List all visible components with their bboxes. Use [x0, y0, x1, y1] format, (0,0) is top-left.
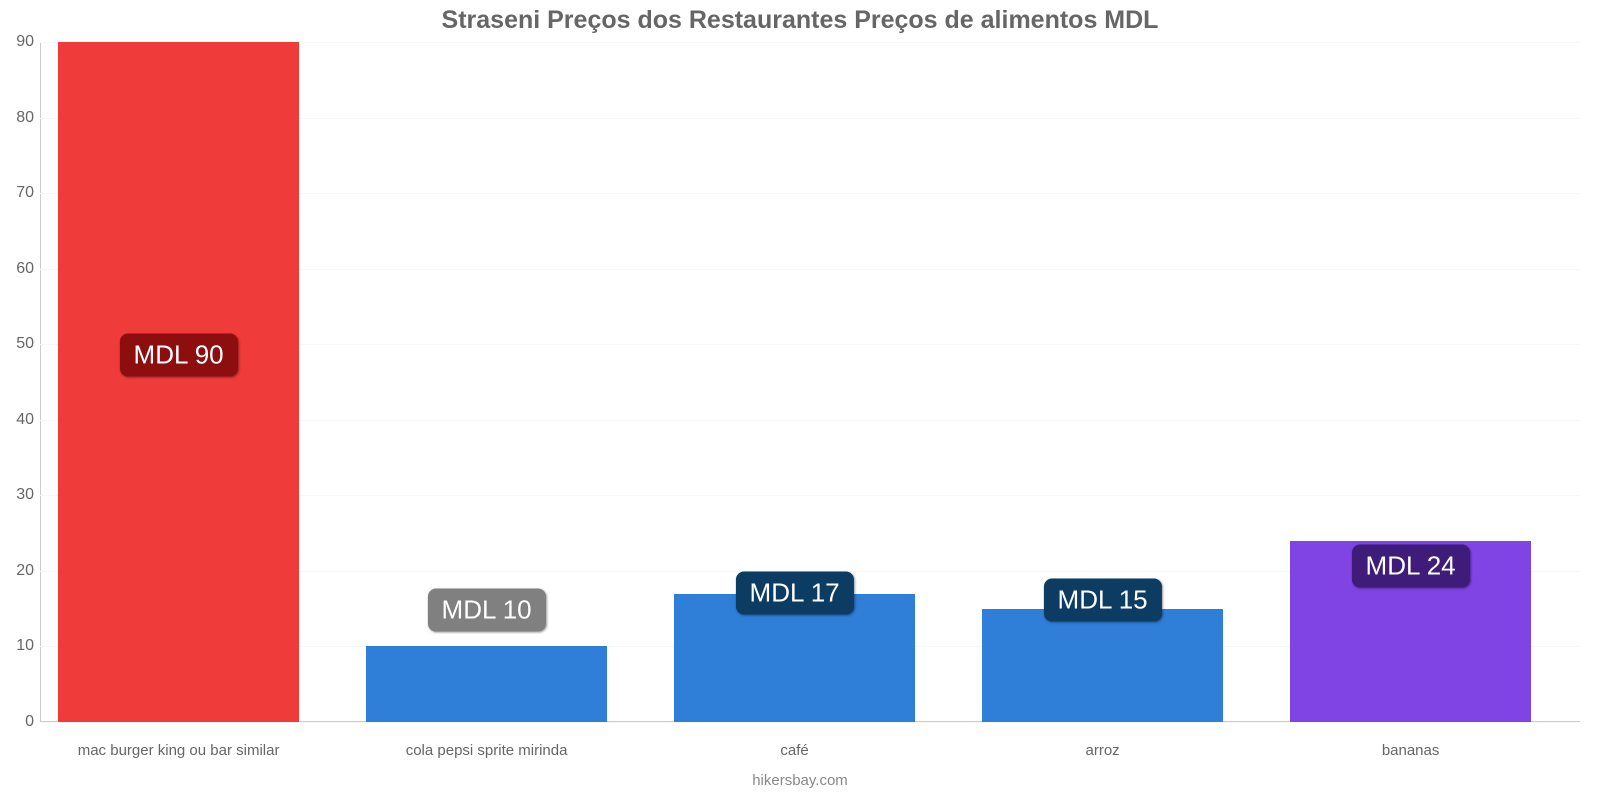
y-tick-label: 80 — [0, 109, 34, 127]
y-tick-label: 90 — [0, 33, 34, 51]
x-tick-label: café — [780, 742, 808, 759]
y-tick-label: 40 — [0, 411, 34, 429]
bar-value-badge: MDL 10 — [428, 588, 546, 631]
bar-value-badge: MDL 90 — [120, 333, 238, 376]
bar — [366, 646, 606, 722]
y-tick-label: 30 — [0, 486, 34, 504]
bar-value-badge: MDL 24 — [1352, 544, 1470, 587]
y-tick-label: 70 — [0, 184, 34, 202]
y-axis-line — [40, 42, 41, 722]
bar — [58, 42, 298, 722]
bar — [982, 609, 1222, 722]
y-tick-label: 50 — [0, 335, 34, 353]
bar-value-badge: MDL 17 — [736, 571, 854, 614]
plot-area — [40, 42, 1580, 722]
bar-value-badge: MDL 15 — [1044, 578, 1162, 621]
y-tick-label: 20 — [0, 562, 34, 580]
chart-title: Straseni Preços dos Restaurantes Preços … — [0, 0, 1600, 35]
x-tick-label: bananas — [1382, 742, 1440, 759]
x-tick-label: arroz — [1086, 742, 1120, 759]
chart-footer: hikersbay.com — [0, 772, 1600, 789]
y-tick-label: 10 — [0, 637, 34, 655]
x-tick-label: cola pepsi sprite mirinda — [406, 742, 568, 759]
grid-line — [40, 722, 1580, 723]
y-tick-label: 60 — [0, 260, 34, 278]
price-chart: Straseni Preços dos Restaurantes Preços … — [0, 0, 1600, 800]
y-tick-label: 0 — [0, 713, 34, 731]
x-tick-label: mac burger king ou bar similar — [78, 742, 280, 759]
